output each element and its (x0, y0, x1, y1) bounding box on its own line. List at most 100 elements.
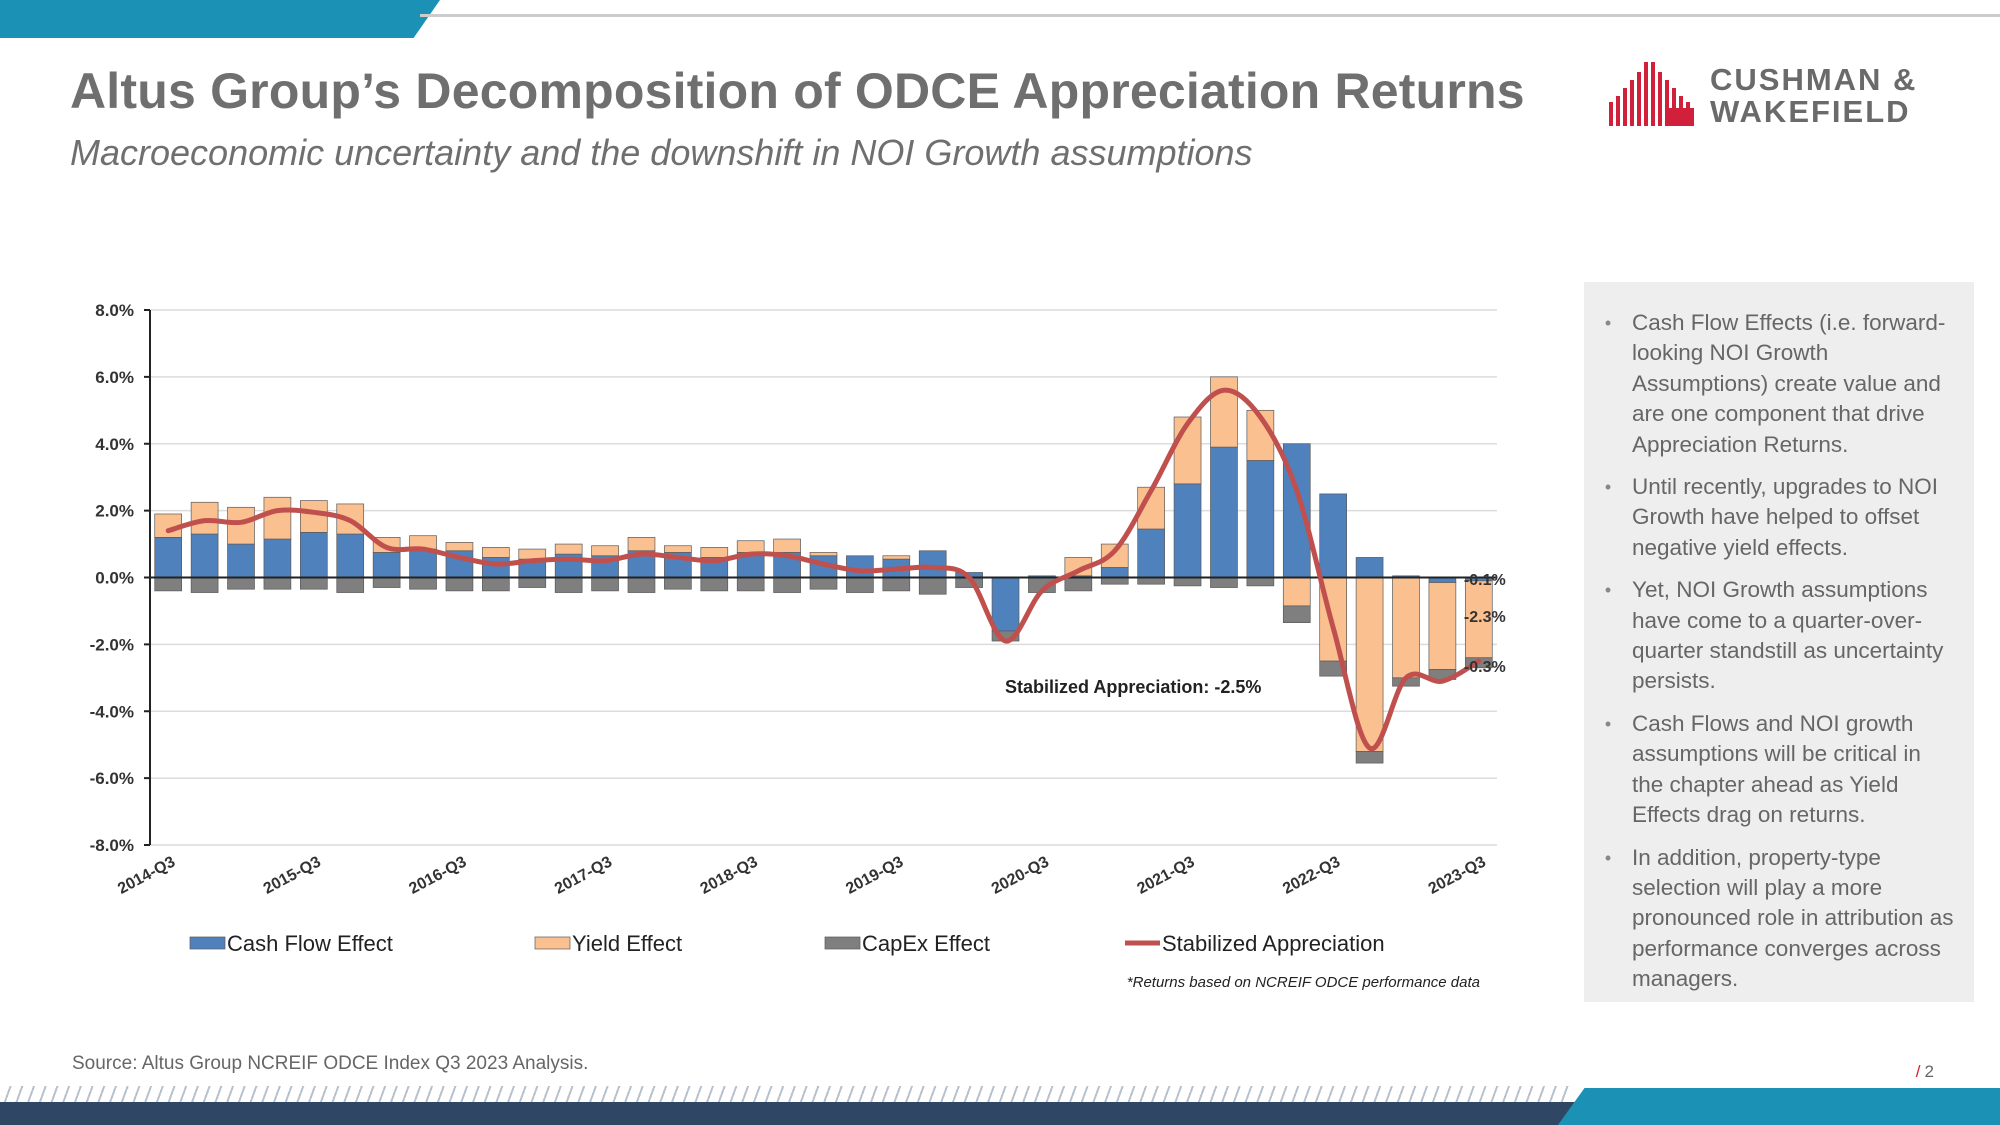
y-tick-label: -2.0% (90, 635, 134, 654)
cash-flow-bar (1319, 493, 1347, 578)
capex-bar (227, 577, 255, 590)
y-tick-label: 6.0% (95, 368, 134, 387)
capex-bar (1246, 577, 1275, 587)
commentary-bullet: • Yet, NOI Growth assumptions have come t… (1584, 575, 1956, 697)
capex-bar (591, 577, 619, 592)
yield-bar (263, 496, 292, 540)
cash-flow-bar (336, 533, 365, 578)
yield-bar (227, 506, 255, 545)
capex-bar (154, 577, 183, 592)
yield-bar (482, 547, 510, 558)
capex-bar (518, 577, 547, 588)
y-tick-label: -8.0% (90, 836, 134, 855)
capex-bar (1319, 660, 1347, 677)
cash-flow-bar (1137, 528, 1165, 578)
capex-bar (1137, 577, 1165, 585)
capex-bar (736, 577, 765, 592)
capex-bar (263, 577, 292, 590)
chart-footnote: *Returns based on NCREIF ODCE performanc… (1127, 974, 1480, 991)
yield-bar (1100, 543, 1129, 568)
x-tick-label: 2017-Q3 (552, 853, 615, 897)
logo-line-2: WAKEFIELD (1710, 94, 1911, 129)
capex-bar (627, 577, 656, 593)
logo-line-1: CUSHMAN & (1710, 62, 1918, 97)
yield-bar (1428, 582, 1457, 670)
legend-label: Yield Effect (572, 931, 682, 956)
x-tick-label: 2023-Q3 (1426, 853, 1489, 897)
cash-flow-bar (227, 543, 255, 578)
bullet-text: Yet, NOI Growth assumptions have come to… (1632, 577, 1944, 694)
yield-bar (664, 545, 692, 553)
x-tick-label: 2019-Q3 (843, 853, 906, 897)
page-subtitle: Macroeconomic uncertainty and the downsh… (70, 132, 1253, 173)
x-tick-label: 2022-Q3 (1280, 853, 1343, 897)
cash-flow-bar (1173, 483, 1202, 578)
capex-bar (1173, 577, 1202, 587)
capex-bar (809, 577, 838, 590)
bullet-text: In addition, property-type selection wil… (1632, 844, 1954, 992)
footer-hatch (0, 1086, 1570, 1102)
logo-wordmark: CUSHMAN & WAKEFIELD (1710, 64, 1917, 128)
capex-bar (190, 577, 219, 593)
x-tick-label: 2015-Q3 (261, 853, 324, 897)
y-tick-label: 0.0% (95, 569, 134, 588)
cash-flow-bar (154, 537, 183, 578)
cash-flow-bar (846, 555, 874, 578)
yield-bar (773, 538, 801, 553)
legend-label: Stabilized Appreciation (1162, 931, 1385, 956)
y-tick-label: 4.0% (95, 435, 134, 454)
yield-bar (1282, 577, 1311, 607)
cushman-wakefield-logo (1609, 62, 1694, 126)
yield-bar (809, 552, 838, 557)
bullet-text: Cash Flow Effects (i.e. forward-looking … (1632, 310, 1946, 457)
legend-swatch (189, 936, 226, 950)
x-tick-label: 2021-Q3 (1134, 853, 1197, 897)
yield-bar (1392, 577, 1420, 679)
data-label: -0.1% (1464, 572, 1506, 589)
yield-bar (591, 545, 619, 557)
yield-bar (445, 542, 474, 552)
capex-bar (482, 577, 510, 592)
cash-flow-bar (372, 552, 401, 578)
source-note: Source: Altus Group NCREIF ODCE Index Q3… (72, 1053, 589, 1074)
yield-bar (627, 537, 656, 552)
cash-flow-bar (409, 548, 437, 578)
capex-bar (1355, 751, 1384, 764)
capex-bar (409, 577, 437, 590)
capex-bar (1282, 605, 1311, 623)
cash-flow-bar (482, 557, 510, 578)
cash-flow-bar (190, 533, 219, 578)
yield-bar (300, 500, 328, 533)
yield-bar (1210, 376, 1238, 448)
cash-flow-bar (1100, 567, 1129, 578)
cash-flow-bar (263, 538, 292, 578)
cash-flow-bar (918, 550, 947, 578)
cash-flow-bar (300, 532, 328, 578)
yield-bar (1173, 416, 1202, 485)
x-tick-label: 2014-Q3 (115, 853, 178, 897)
y-tick-label: -4.0% (90, 702, 134, 721)
capex-bar (554, 577, 583, 593)
data-label: -0.3% (1464, 659, 1506, 676)
y-tick-label: 8.0% (95, 301, 134, 320)
commentary-bullet: • In addition, property-type selection wi… (1584, 843, 1956, 995)
commentary-list: • Cash Flow Effects (i.e. forward-looking… (1584, 282, 1974, 995)
page-title: Altus Group’s Decomposition of ODCE Appr… (70, 63, 1525, 119)
capex-bar (1100, 577, 1129, 585)
legend-swatch (824, 936, 861, 950)
y-tick-label: 2.0% (95, 502, 134, 521)
capex-bar (918, 577, 947, 595)
capex-bar (372, 577, 401, 588)
legend-label: Cash Flow Effect (227, 931, 393, 956)
commentary-bullet: • Cash Flow Effects (i.e. forward-looking… (1584, 308, 1956, 460)
yield-bar (882, 555, 911, 560)
bullet-dot-icon: • (1604, 313, 1612, 333)
cash-flow-bar (1246, 460, 1275, 578)
yield-bar (1464, 580, 1493, 659)
chart-annotation: Stabilized Appreciation: -2.5% (1005, 677, 1261, 697)
footer-bar (0, 1102, 1580, 1125)
commentary-bullet: • Until recently, upgrades to NOI Growth … (1584, 472, 1956, 563)
bullet-dot-icon: • (1604, 713, 1612, 734)
bullet-dot-icon: • (1604, 580, 1612, 601)
bullet-dot-icon: • (1604, 477, 1612, 498)
